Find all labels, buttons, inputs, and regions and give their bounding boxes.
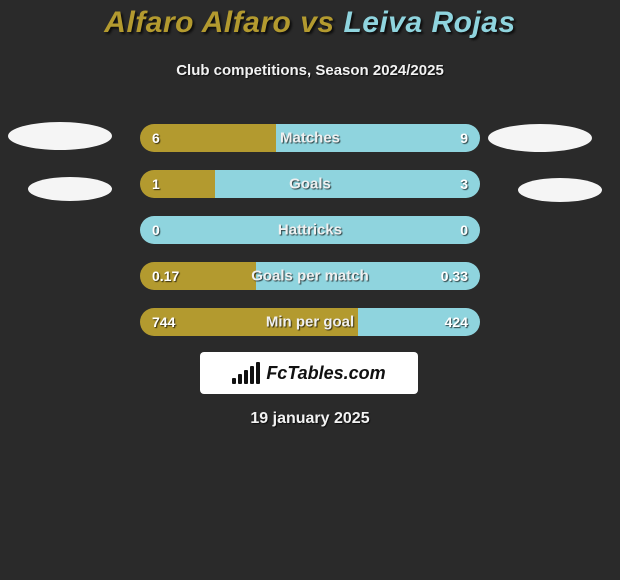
stat-row-matches: Matches6 9	[140, 124, 480, 152]
stat-value-left: 6	[152, 130, 160, 146]
avatar-ellipse-3	[518, 178, 602, 202]
subtitle: Club competitions, Season 2024/2025	[0, 62, 620, 79]
stat-value-right: 0.33	[441, 268, 468, 284]
stat-row-goals: Goals1 3	[140, 170, 480, 198]
avatar-ellipse-2	[488, 124, 592, 152]
stat-label: Min per goal	[140, 314, 480, 331]
stat-value-left: 0.17	[152, 268, 179, 284]
stat-value-right: 9	[460, 130, 468, 146]
title-row: Alfaro Alfaro vs Leiva Rojas	[0, 6, 620, 40]
date-text: 19 january 2025	[0, 410, 620, 428]
stat-label: Goals	[140, 176, 480, 193]
avatar-ellipse-1	[28, 177, 112, 201]
stat-value-left: 1	[152, 176, 160, 192]
stat-label: Hattricks	[140, 222, 480, 239]
stat-value-right: 424	[445, 314, 468, 330]
stat-value-right: 0	[460, 222, 468, 238]
stat-value-right: 3	[460, 176, 468, 192]
title-playerB: Leiva Rojas	[343, 6, 515, 39]
stat-label: Matches	[140, 130, 480, 147]
stat-value-left: 0	[152, 222, 160, 238]
stat-label: Goals per match	[140, 268, 480, 285]
title-vs: vs	[300, 6, 343, 39]
avatar-ellipse-0	[8, 122, 112, 150]
stat-value-left: 744	[152, 314, 175, 330]
stat-row-min-per-goal: Min per goal744 424	[140, 308, 480, 336]
stat-row-hattricks: Hattricks0 0	[140, 216, 480, 244]
title-playerA: Alfaro Alfaro	[104, 6, 291, 39]
brand-badge: FcTables.com	[200, 352, 418, 394]
stat-row-goals-per-match: Goals per match0.17 0.33	[140, 262, 480, 290]
comparison-infographic: Alfaro Alfaro vs Leiva Rojas Club compet…	[0, 0, 620, 580]
brand-bars-icon	[232, 362, 260, 384]
brand-text: FcTables.com	[266, 363, 385, 384]
